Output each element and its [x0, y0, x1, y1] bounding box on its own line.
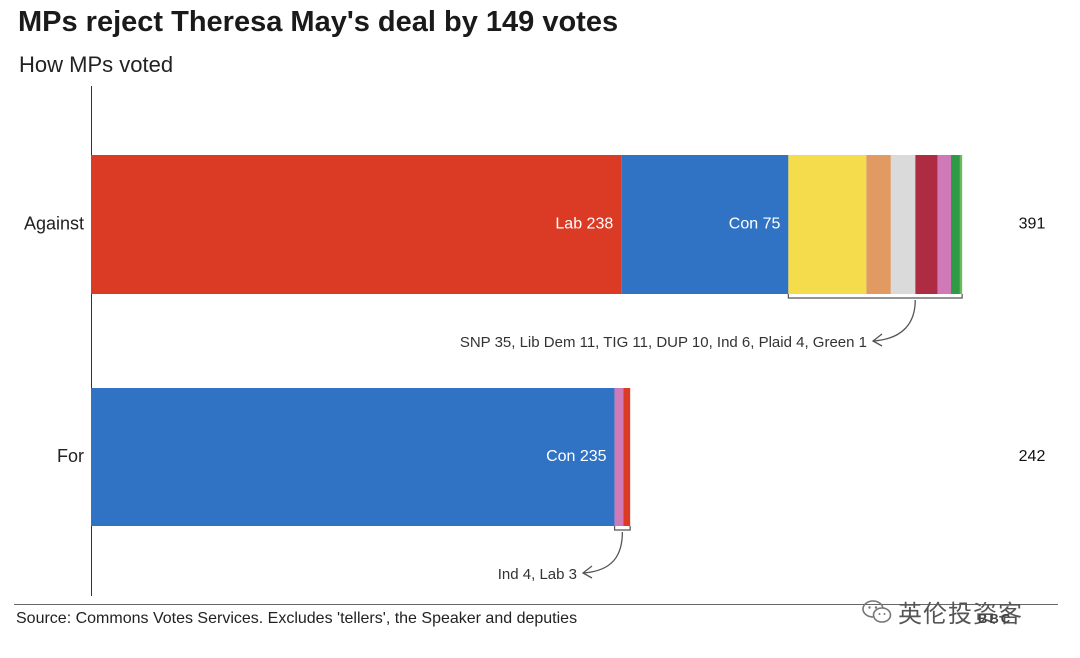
- chart-title: MPs reject Theresa May's deal by 149 vot…: [18, 6, 619, 38]
- annotation-arrowhead: [871, 333, 883, 347]
- bar-segment: [91, 155, 622, 294]
- source-note: Source: Commons Votes Services. Excludes…: [16, 610, 578, 627]
- bar-segment: [937, 155, 952, 294]
- annotation-bracket: [613, 526, 631, 531]
- annotation-bracket: [787, 294, 963, 299]
- bar-segment: [959, 155, 963, 294]
- annotation-arrow: [872, 299, 916, 342]
- bar-segment: [915, 155, 938, 294]
- bar-segment: [866, 155, 891, 294]
- total-label: 242: [1019, 448, 1046, 465]
- annotation-text: SNP 35, Lib Dem 11, TIG 11, DUP 10, Ind …: [460, 334, 867, 351]
- annotation-arrow: [582, 531, 624, 574]
- watermark-badge: BBC: [978, 611, 1013, 626]
- bar-segment: [623, 388, 631, 526]
- watermark: 英伦投资客: [862, 594, 1023, 629]
- wechat-icon: [862, 599, 892, 623]
- watermark-text: 英伦投资客: [898, 601, 1023, 628]
- bar-segment: [890, 155, 916, 294]
- category-label: Against: [24, 213, 84, 233]
- segment-label: Con 235: [546, 448, 607, 465]
- segment-label: Con 75: [729, 216, 781, 233]
- chart-subtitle: How MPs voted: [19, 52, 174, 77]
- total-label: 391: [1019, 216, 1046, 233]
- bar-segment: [788, 155, 867, 294]
- bar-segment: [614, 388, 624, 526]
- annotation-text: Ind 4, Lab 3: [498, 566, 577, 583]
- category-label: For: [57, 446, 84, 466]
- bar-segment: [951, 155, 960, 294]
- annotation-arrowhead: [581, 565, 593, 579]
- bar-segment: [621, 155, 789, 294]
- bar-segment: [91, 388, 615, 526]
- segment-label: Lab 238: [555, 216, 613, 233]
